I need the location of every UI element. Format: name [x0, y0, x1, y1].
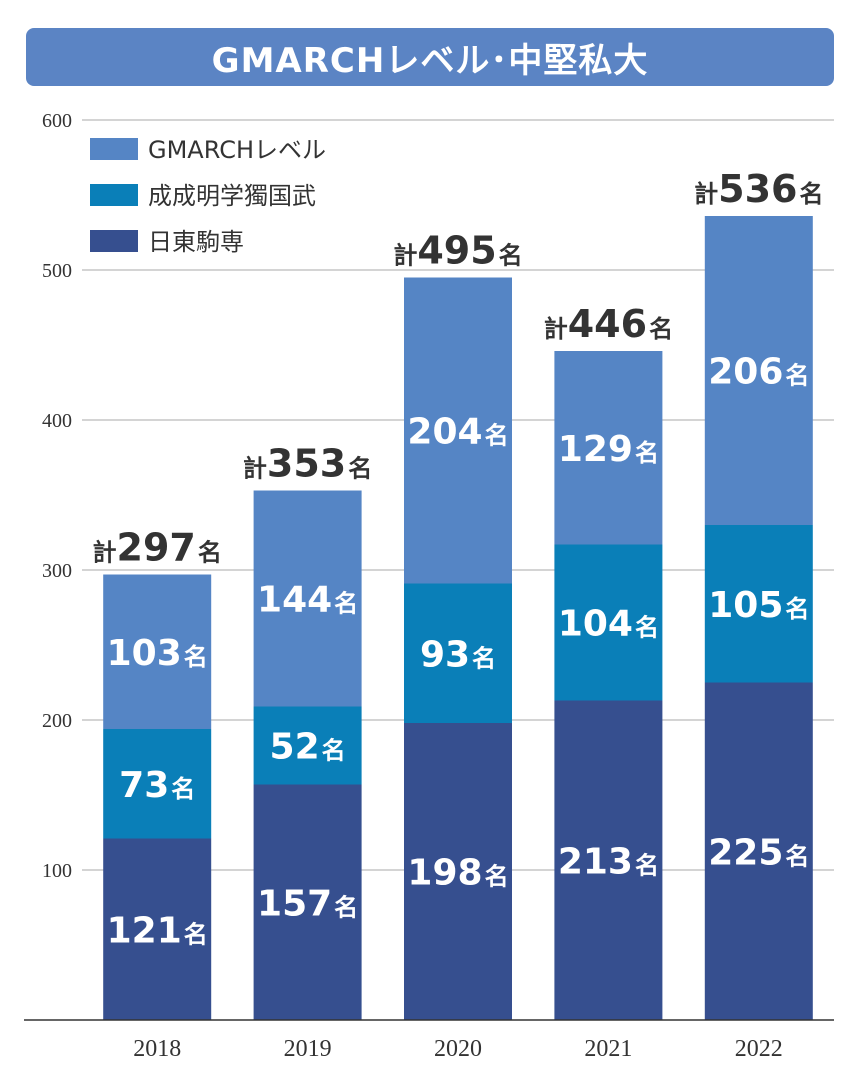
segment-label-2022-0: 225名: [708, 832, 809, 873]
bar-segment-2018-2: [103, 574, 212, 729]
segment-label-2020-1: 93名: [420, 634, 496, 675]
segment-label-2021-0: 213名: [558, 841, 659, 882]
segment-label-2018-1: 73名: [119, 765, 195, 806]
legend-label-0: GMARCHレベル: [148, 136, 326, 164]
total-label-2020: 計495名: [393, 229, 522, 273]
legend-swatch-2: [90, 230, 138, 252]
bar-segment-2020-0: [404, 723, 512, 1020]
chart-title: GMARCHレベル･中堅私大: [26, 28, 834, 86]
legend-label-1: 成成明学獨国武: [148, 182, 316, 210]
bar-segment-2021-1: [554, 544, 663, 701]
total-label-2021: 計446名: [544, 302, 673, 346]
segment-label-2022-1: 105名: [708, 585, 809, 626]
bar-segment-2019-0: [253, 784, 362, 1020]
y-tick-label-3: 400: [42, 410, 72, 432]
y-tick-label-1: 200: [42, 710, 72, 732]
x-tick-label-2018: 2018: [133, 1036, 181, 1062]
bar-segment-2018-0: [103, 838, 212, 1020]
total-label-2019: 計353名: [243, 442, 372, 486]
segment-label-2019-2: 144名: [257, 580, 358, 621]
segment-label-2018-2: 103名: [107, 633, 208, 674]
x-tick-label-2022: 2022: [735, 1036, 783, 1062]
total-label-2022: 計536名: [694, 167, 823, 211]
segment-label-2020-0: 198名: [407, 853, 508, 894]
y-tick-label-2: 300: [42, 560, 72, 582]
x-tick-label-2019: 2019: [284, 1036, 332, 1062]
x-tick-label-2020: 2020: [434, 1036, 482, 1062]
segment-label-2019-1: 52名: [270, 727, 346, 768]
bar-segment-2022-2: [704, 216, 813, 525]
bar-segment-2019-2: [253, 490, 362, 707]
y-tick-label-4: 500: [42, 260, 72, 282]
segment-label-2021-1: 104名: [558, 604, 659, 645]
bar-segment-2019-1: [253, 706, 362, 785]
bar-segment-2018-1: [103, 729, 212, 839]
segment-label-2020-2: 204名: [407, 412, 508, 453]
bar-segment-2022-0: [704, 682, 813, 1020]
bar-segment-2021-2: [554, 351, 663, 545]
bar-segment-2020-2: [404, 277, 512, 584]
y-tick-label-5: 600: [42, 110, 72, 132]
bar-segment-2022-1: [704, 525, 813, 683]
segment-label-2022-2: 206名: [708, 352, 809, 393]
total-label-2018: 計297名: [93, 526, 222, 570]
bar-segment-2021-0: [554, 700, 663, 1020]
legend-label-2: 日東駒専: [148, 228, 244, 256]
y-tick-label-0: 100: [42, 860, 72, 882]
bar-segment-2020-1: [404, 583, 512, 723]
legend-swatch-0: [90, 138, 138, 160]
legend-swatch-1: [90, 184, 138, 206]
segment-label-2019-0: 157名: [257, 883, 358, 924]
segment-label-2021-2: 129名: [558, 429, 659, 470]
segment-label-2018-0: 121名: [107, 910, 208, 951]
x-tick-label-2021: 2021: [584, 1036, 632, 1062]
